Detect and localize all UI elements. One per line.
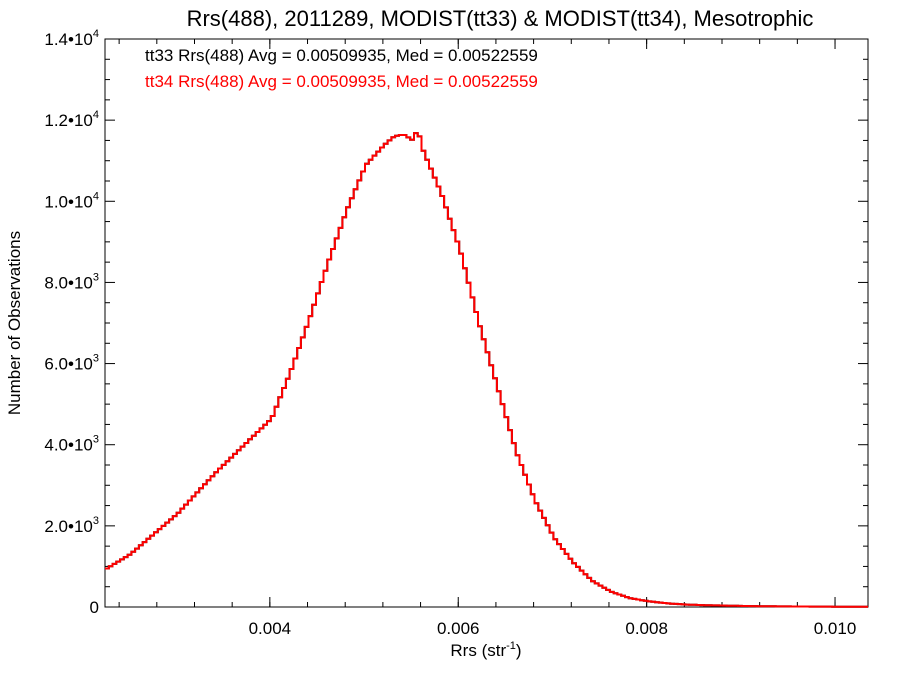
x-axis-label-close: ) [516, 641, 522, 660]
series-tt34-line [105, 133, 868, 607]
y-tick-label: 4.0•103 [44, 434, 99, 455]
chart-title: Rrs(488), 2011289, MODIST(tt33) & MODIST… [187, 6, 814, 31]
histogram-series [105, 133, 868, 607]
y-tick-label: 6.0•103 [44, 353, 99, 374]
x-axis-label-superscript: -1 [506, 640, 516, 652]
y-tick-label: 8.0•103 [44, 271, 99, 292]
x-tick-label: 0.010 [814, 619, 857, 638]
y-tick-label: 1.0•104 [44, 190, 99, 211]
x-axis-label: Rrs (str-1) [450, 640, 521, 660]
y-tick-label: 0 [90, 598, 99, 617]
x-tick-label: 0.006 [437, 619, 480, 638]
x-tick-label: 0.004 [249, 619, 292, 638]
y-axis-ticks: 0 2.0•103 4.0•103 6.0•103 8.0•103 1.0•104 1.2•… [44, 28, 868, 617]
x-tick-label: 0.008 [625, 619, 668, 638]
series-tt33-line [105, 133, 868, 607]
x-axis-label-text: Rrs (str [450, 641, 506, 660]
stats-line-2: tt34 Rrs(488) Avg = 0.00509935, Med = 0.… [145, 72, 538, 91]
stats-annotations: tt33 Rrs(488) Avg = 0.00509935, Med = 0.… [145, 46, 538, 91]
stats-line-1: tt33 Rrs(488) Avg = 0.00509935, Med = 0.… [145, 46, 538, 65]
y-axis-label: Number of Observations [5, 231, 24, 415]
plot-frame [105, 39, 868, 607]
y-tick-label: 2.0•103 [44, 515, 99, 536]
x-axis-ticks: 0.004 0.006 0.008 0.010 [119, 39, 856, 638]
y-tick-label: 1.2•104 [44, 109, 99, 130]
y-tick-label: 1.4•104 [44, 28, 99, 49]
